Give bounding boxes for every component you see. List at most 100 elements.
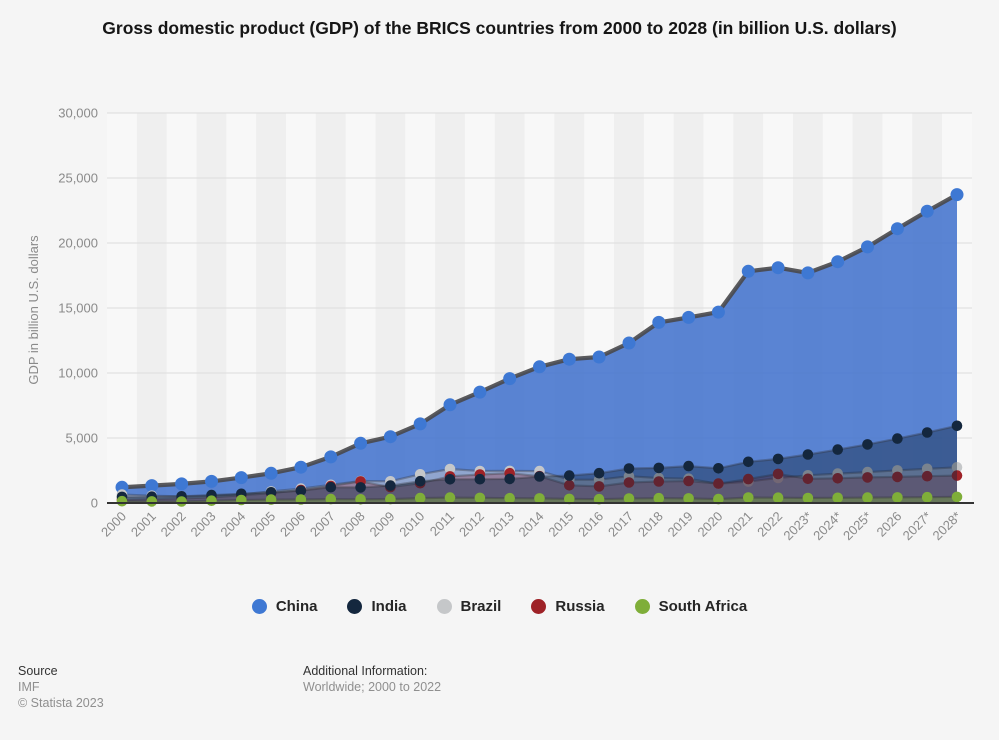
data-point-russia-2027*[interactable] — [921, 470, 933, 482]
data-point-south-africa-2009[interactable] — [385, 493, 396, 505]
data-point-south-africa-2024*[interactable] — [832, 492, 843, 504]
data-point-russia-2028*[interactable] — [951, 470, 963, 481]
data-point-india-2009[interactable] — [385, 480, 396, 491]
data-point-china-2009[interactable] — [383, 430, 397, 444]
data-point-india-2028*[interactable] — [951, 420, 963, 432]
data-point-china-2012[interactable] — [473, 385, 487, 399]
data-point-south-africa-2010[interactable] — [414, 492, 426, 504]
data-point-south-africa-2022[interactable] — [772, 492, 784, 504]
legend-item-brazil[interactable]: Brazil — [436, 598, 501, 615]
data-point-russia-2023*[interactable] — [802, 473, 814, 485]
data-point-russia-2026[interactable] — [892, 471, 903, 483]
data-point-south-africa-2018[interactable] — [653, 492, 665, 504]
data-point-china-2006[interactable] — [294, 460, 308, 474]
data-point-india-2018[interactable] — [653, 462, 665, 474]
data-point-south-africa-2001[interactable] — [146, 496, 158, 507]
data-point-south-africa-2026[interactable] — [892, 492, 903, 503]
data-point-india-2020[interactable] — [713, 463, 724, 474]
data-point-india-2026[interactable] — [892, 433, 903, 444]
data-point-india-2019[interactable] — [683, 460, 694, 472]
data-point-china-2017[interactable] — [622, 336, 636, 350]
data-point-china-2008[interactable] — [354, 436, 368, 450]
data-point-china-2015[interactable] — [562, 352, 576, 366]
data-point-russia-2017[interactable] — [623, 477, 635, 488]
legend-item-russia[interactable]: Russia — [531, 598, 605, 615]
data-point-china-2004[interactable] — [234, 471, 248, 485]
data-point-russia-2015[interactable] — [564, 480, 575, 491]
data-point-russia-2018[interactable] — [653, 476, 665, 487]
data-point-india-2017[interactable] — [623, 463, 635, 474]
data-point-brazil-2028*[interactable] — [951, 462, 963, 473]
data-point-china-2003[interactable] — [205, 474, 218, 488]
data-point-china-2013[interactable] — [503, 372, 517, 386]
legend-item-india[interactable]: India — [347, 598, 407, 615]
data-point-south-africa-2000[interactable] — [116, 495, 128, 507]
data-point-india-2025*[interactable] — [862, 439, 873, 450]
data-point-south-africa-2019[interactable] — [683, 493, 694, 504]
data-point-india-2010[interactable] — [414, 475, 426, 487]
data-point-south-africa-2003[interactable] — [206, 495, 217, 507]
data-point-brazil-2027*[interactable] — [921, 463, 933, 475]
data-point-india-2012[interactable] — [474, 473, 486, 485]
data-point-china-2019[interactable] — [682, 310, 696, 324]
data-point-china-2018[interactable] — [652, 315, 666, 329]
data-point-china-2001[interactable] — [145, 479, 159, 493]
data-point-south-africa-2011[interactable] — [444, 492, 456, 503]
data-point-south-africa-2013[interactable] — [504, 492, 515, 504]
data-point-south-africa-2027*[interactable] — [921, 491, 933, 503]
data-point-south-africa-2007[interactable] — [325, 493, 337, 505]
legend-item-south-africa[interactable]: South Africa — [634, 598, 747, 615]
data-point-india-2024*[interactable] — [832, 444, 843, 455]
legend-item-china[interactable]: China — [251, 598, 317, 615]
data-point-south-africa-2008[interactable] — [355, 494, 366, 505]
data-point-china-2021[interactable] — [741, 264, 755, 278]
data-point-south-africa-2002[interactable] — [176, 496, 187, 507]
data-point-china-2023*[interactable] — [801, 266, 815, 280]
data-point-india-2016[interactable] — [593, 467, 605, 479]
data-point-china-2016[interactable] — [592, 350, 606, 364]
data-point-russia-2016[interactable] — [593, 481, 605, 492]
data-point-south-africa-2020[interactable] — [713, 493, 724, 505]
data-point-russia-2025*[interactable] — [862, 472, 873, 483]
data-point-china-2025*[interactable] — [861, 240, 874, 254]
data-point-india-2008[interactable] — [355, 482, 366, 493]
data-point-india-2015[interactable] — [564, 470, 575, 481]
data-point-india-2007[interactable] — [325, 481, 337, 493]
data-point-china-2010[interactable] — [413, 417, 427, 431]
data-point-india-2005[interactable] — [265, 487, 277, 498]
data-point-south-africa-2025*[interactable] — [862, 492, 873, 503]
data-point-china-2011[interactable] — [443, 398, 457, 412]
data-point-south-africa-2021[interactable] — [743, 492, 754, 503]
data-point-china-2005[interactable] — [264, 466, 278, 480]
data-point-brazil-2011[interactable] — [444, 463, 456, 475]
data-point-south-africa-2016[interactable] — [593, 493, 605, 505]
data-point-russia-2022[interactable] — [772, 468, 784, 480]
data-point-india-2013[interactable] — [504, 473, 515, 485]
data-point-china-2027*[interactable] — [920, 204, 934, 218]
data-point-india-2021[interactable] — [743, 456, 754, 468]
data-point-south-africa-2028*[interactable] — [951, 491, 963, 503]
data-point-russia-2020[interactable] — [713, 478, 724, 489]
data-point-china-2022[interactable] — [771, 261, 785, 275]
data-point-india-2006[interactable] — [295, 485, 307, 497]
data-point-india-2014[interactable] — [534, 471, 545, 482]
data-point-south-africa-2023*[interactable] — [802, 492, 814, 504]
data-point-south-africa-2012[interactable] — [474, 492, 486, 504]
data-point-russia-2024*[interactable] — [832, 473, 843, 484]
data-point-south-africa-2017[interactable] — [623, 493, 635, 504]
data-point-china-2024*[interactable] — [831, 255, 845, 269]
data-point-china-2007[interactable] — [324, 450, 338, 464]
data-point-india-2023*[interactable] — [802, 449, 814, 460]
data-point-india-2022[interactable] — [772, 453, 784, 465]
data-point-russia-2019[interactable] — [683, 475, 694, 487]
data-point-china-2026[interactable] — [890, 222, 904, 236]
data-point-china-2002[interactable] — [175, 477, 189, 491]
data-point-russia-2021[interactable] — [743, 473, 754, 485]
data-point-south-africa-2015[interactable] — [564, 493, 575, 505]
data-point-india-2027*[interactable] — [921, 427, 933, 438]
data-point-china-2020[interactable] — [711, 305, 725, 319]
data-point-china-2028*[interactable] — [950, 188, 964, 202]
data-point-south-africa-2014[interactable] — [534, 493, 545, 504]
data-point-india-2011[interactable] — [444, 474, 456, 485]
data-point-china-2014[interactable] — [533, 360, 546, 374]
